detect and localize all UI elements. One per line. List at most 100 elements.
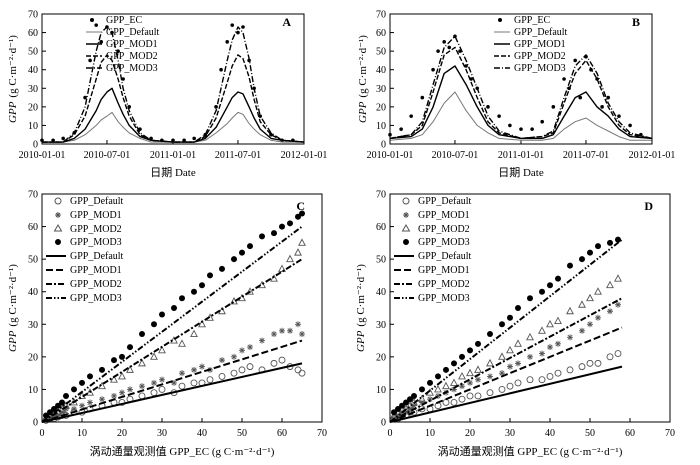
legend-b-mod3: GPP_MOD3	[494, 63, 566, 74]
point-gpp-default	[566, 366, 574, 374]
legend-d-default-marker: GPP_Default	[402, 196, 472, 207]
svg-text:GPP_MOD1: GPP_MOD1	[70, 265, 122, 276]
point-gpp-mod2	[158, 345, 166, 354]
point-gpp-mod2	[286, 254, 294, 263]
panel-b-frame	[389, 13, 653, 145]
svg-text:GPP_MOD2: GPP_MOD2	[70, 224, 122, 235]
point-gpp-default	[434, 402, 442, 410]
point-gpp-default	[294, 366, 302, 374]
series-line-gpp-mod2	[389, 46, 653, 140]
point-gpp-mod1	[395, 412, 401, 419]
svg-text:GPP_MOD2: GPP_MOD2	[418, 224, 470, 235]
panel-b-xlabel: 日期 Date	[498, 166, 544, 179]
point-gpp-ec	[540, 119, 544, 124]
point-gpp-mod3	[199, 282, 205, 289]
ytick-label: 70	[376, 10, 386, 21]
point-gpp-ec	[530, 127, 534, 131]
point-gpp-mod1	[435, 392, 441, 399]
legend-d-default-fit: GPP_Default	[394, 251, 472, 262]
fit-line-gpp-mod2	[389, 297, 623, 423]
point-gpp-ec	[247, 58, 251, 63]
series-line-gpp-mod1	[42, 87, 305, 143]
point-gpp-mod1	[507, 363, 513, 370]
point-gpp-mod1	[87, 399, 93, 406]
point-gpp-mod3	[407, 396, 413, 403]
point-gpp-ec	[447, 45, 452, 50]
point-gpp-mod3	[399, 402, 405, 409]
point-gpp-ec	[606, 95, 611, 100]
point-gpp-default	[206, 376, 214, 384]
ytick-label: 0	[33, 140, 38, 151]
panel-d-legend: GPP_Default GPP_MOD1 GPP_MOD2 GPP_MOD3 G…	[394, 196, 472, 304]
ytick-label: 40	[28, 65, 38, 76]
svg-text:GPP_Default: GPP_Default	[70, 251, 124, 262]
legend-c-default-marker: GPP_Default	[54, 196, 124, 207]
point-gpp-ec	[171, 138, 175, 143]
point-gpp-mod1	[63, 405, 69, 412]
ytick-label: 10	[28, 385, 38, 396]
ytick-label: 20	[28, 102, 38, 113]
ytick-label: 50	[376, 255, 386, 266]
point-gpp-mod1	[419, 399, 425, 406]
point-gpp-default	[298, 369, 306, 377]
point-gpp-mod2	[514, 339, 522, 347]
point-gpp-mod3	[55, 402, 61, 409]
point-gpp-ec	[420, 95, 425, 100]
ytick-label: 50	[28, 255, 38, 266]
point-gpp-mod1	[191, 366, 197, 373]
point-gpp-mod3	[151, 321, 157, 328]
xtick-label: 30	[505, 428, 515, 439]
point-gpp-mod3	[615, 236, 621, 243]
legend-a-mod3: GPP_MOD3	[86, 63, 158, 74]
xtick-label: 10	[425, 428, 435, 439]
point-gpp-mod2	[538, 326, 546, 334]
svg-text:GPP_MOD3: GPP_MOD3	[514, 63, 566, 74]
point-gpp-mod3	[171, 305, 177, 311]
legend-c-mod1-marker: GPP_MOD1	[55, 210, 122, 221]
point-gpp-mod3	[539, 288, 545, 295]
svg-text:GPP_EC: GPP_EC	[106, 15, 142, 26]
point-gpp-mod3	[111, 357, 117, 364]
panel-c-series	[41, 210, 306, 424]
point-gpp-mod3	[507, 314, 513, 321]
svg-text:GPP_Default: GPP_Default	[70, 196, 124, 207]
point-gpp-mod2	[606, 280, 614, 289]
ytick-label: 30	[28, 320, 38, 331]
point-gpp-ec	[51, 138, 55, 143]
point-gpp-default	[278, 356, 286, 364]
point-gpp-mod2	[110, 375, 118, 383]
svg-text:GPP_EC: GPP_EC	[514, 15, 550, 26]
legend-c-mod3-fit: GPP_MOD3	[46, 293, 122, 304]
panel-a-ticks: 0 10 20 30 40 50 60 70 2010-01-01 2010-07-01 2011-…	[19, 10, 328, 162]
point-gpp-default	[546, 372, 554, 380]
point-gpp-mod1	[47, 415, 53, 422]
point-gpp-mod1	[71, 405, 77, 412]
point-gpp-ec	[236, 30, 240, 35]
panel-d-ticks: 0 10 20 30 40 50 60 70 0 10 20 30 40 50 60 70	[376, 190, 675, 440]
ytick-label: 40	[376, 287, 386, 298]
legend-c-mod2-fit: GPP_MOD2	[46, 279, 122, 290]
panel-a-label: A	[282, 15, 291, 29]
xtick-label: 2010-01-01	[19, 150, 66, 161]
point-gpp-default	[450, 399, 458, 406]
panel-d-series	[389, 236, 623, 423]
point-gpp-mod2	[170, 336, 178, 344]
panel-b-ticks: 0 10 20 30 40 50 60 70 2010-01-01 2010-07-01 2011-…	[367, 10, 676, 162]
point-gpp-mod3	[271, 230, 277, 237]
svg-text:GPP_MOD2: GPP_MOD2	[106, 51, 158, 62]
xtick-label: 0	[40, 428, 45, 439]
svg-text:GPP_MOD1: GPP_MOD1	[514, 39, 566, 50]
point-gpp-ec	[61, 136, 65, 141]
point-gpp-mod2	[474, 365, 482, 373]
point-gpp-mod1	[427, 396, 433, 403]
panel-d-frame	[389, 193, 671, 423]
point-gpp-mod3	[403, 399, 409, 406]
point-gpp-mod2	[498, 352, 506, 360]
point-gpp-ec	[497, 114, 501, 118]
legend-d-mod3-marker: GPP_MOD3	[403, 237, 470, 248]
point-gpp-mod3	[279, 223, 285, 230]
xtick-label: 30	[157, 428, 167, 439]
point-gpp-mod2	[434, 384, 442, 393]
point-gpp-mod2	[442, 381, 450, 390]
point-gpp-ec	[617, 114, 621, 118]
